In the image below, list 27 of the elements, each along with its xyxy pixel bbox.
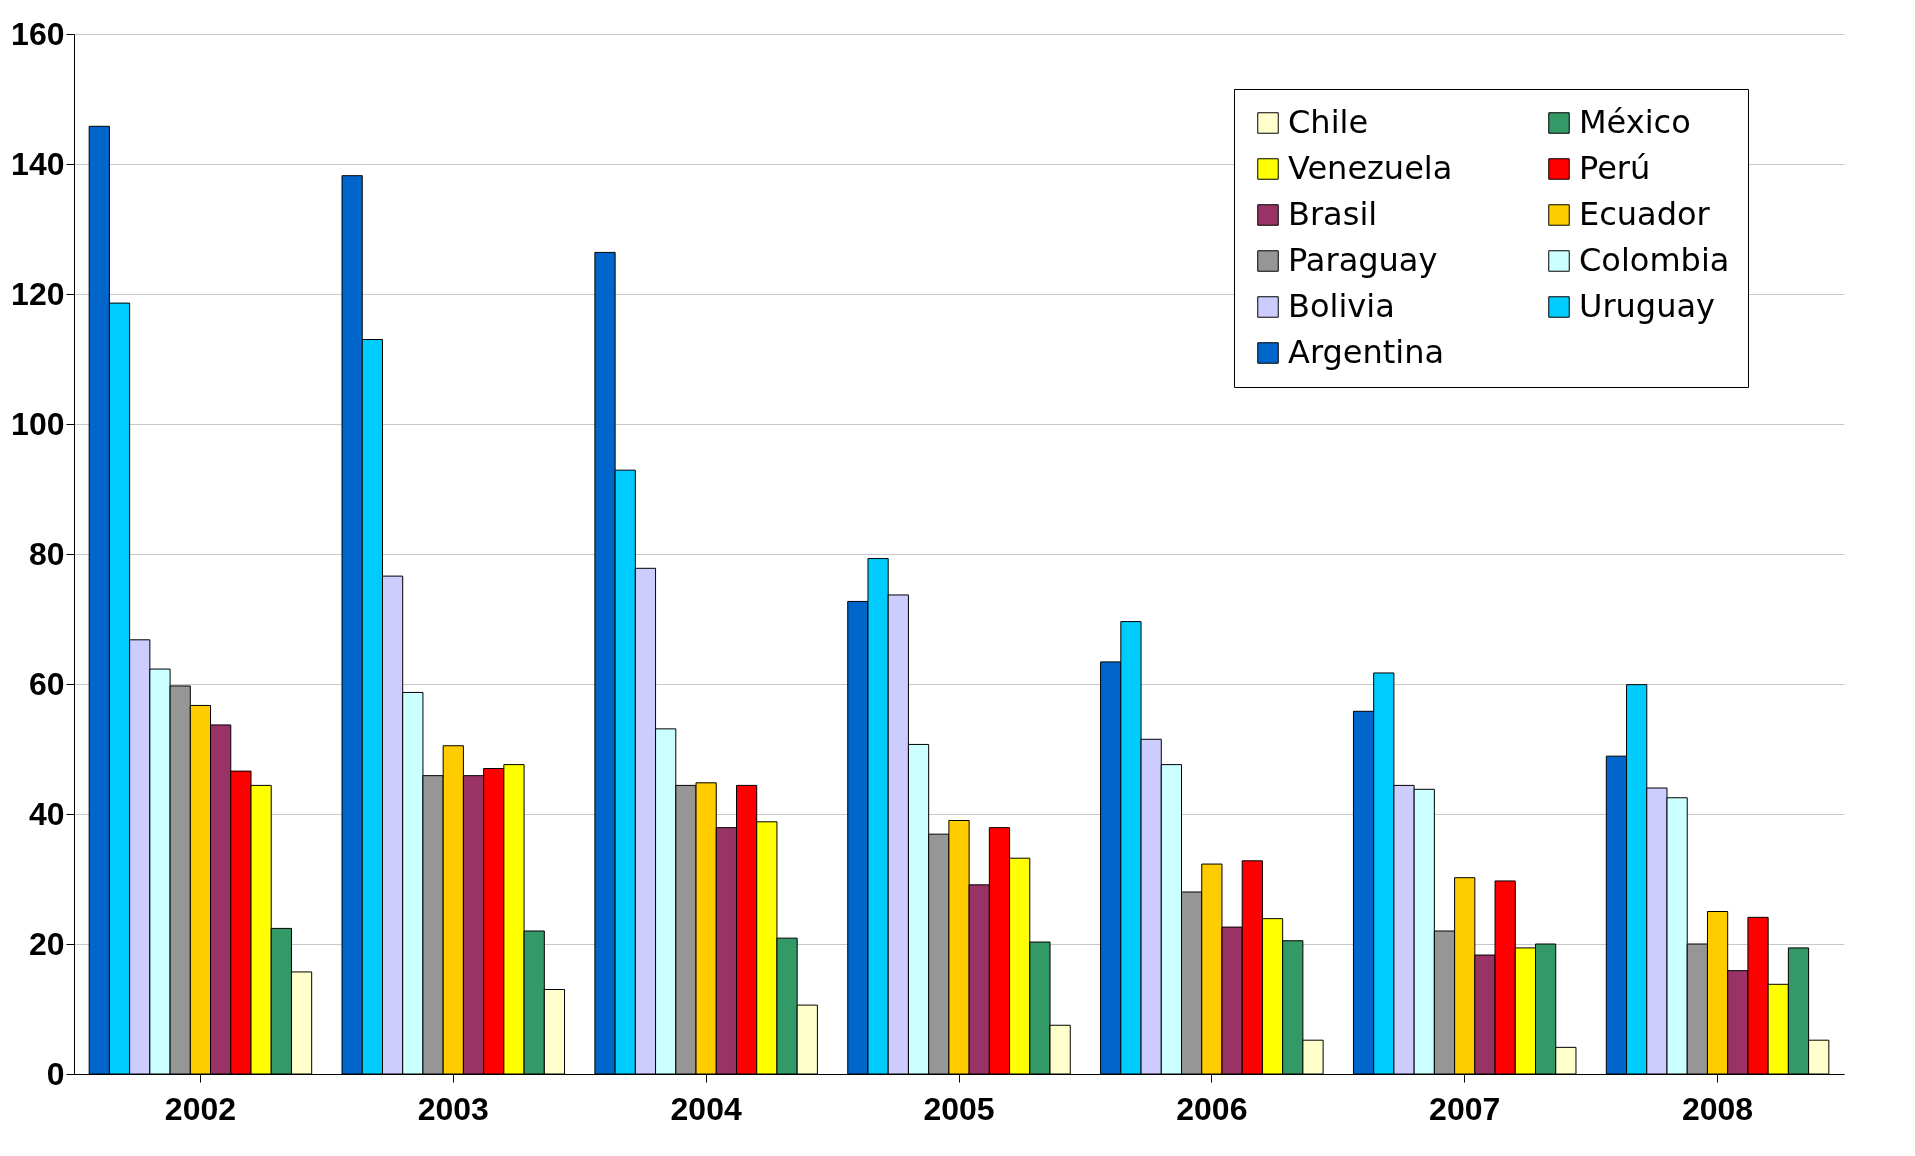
x-tick-label: 2002 — [164, 1090, 237, 1127]
legend-label: Paraguay — [1288, 241, 1438, 279]
y-tick-label: 20 — [28, 925, 65, 962]
legend-label: Perú — [1579, 149, 1651, 187]
x-tick-label: 2003 — [417, 1090, 489, 1127]
x-tick-label: 2004 — [670, 1090, 742, 1127]
y-tick-label: 160 — [11, 15, 65, 52]
y-tick-label: 0 — [46, 1055, 65, 1092]
y-tick-label: 40 — [28, 795, 65, 832]
x-tick-label: 2007 — [1429, 1090, 1501, 1127]
y-tick-label: 80 — [28, 535, 65, 572]
legend-label: Brasil — [1288, 195, 1378, 233]
legend-label: Venezuela — [1288, 149, 1453, 187]
x-tick-label: 2006 — [1176, 1090, 1248, 1127]
legend-label: Chile — [1288, 103, 1369, 141]
y-tick-label: 60 — [28, 665, 65, 702]
y-tick-label: 120 — [11, 275, 65, 312]
x-tick-label: 2008 — [1681, 1090, 1754, 1127]
y-tick-label: 100 — [11, 405, 65, 442]
legend-label: México — [1579, 103, 1691, 141]
legend-label: Uruguay — [1579, 287, 1715, 325]
y-tick-label: 140 — [11, 145, 65, 182]
legend-label: Bolivia — [1288, 287, 1395, 325]
legend-label: Argentina — [1288, 333, 1445, 371]
x-tick-label: 2005 — [923, 1090, 995, 1127]
legend-label: Colombia — [1579, 241, 1730, 279]
legend-label: Ecuador — [1579, 195, 1711, 233]
